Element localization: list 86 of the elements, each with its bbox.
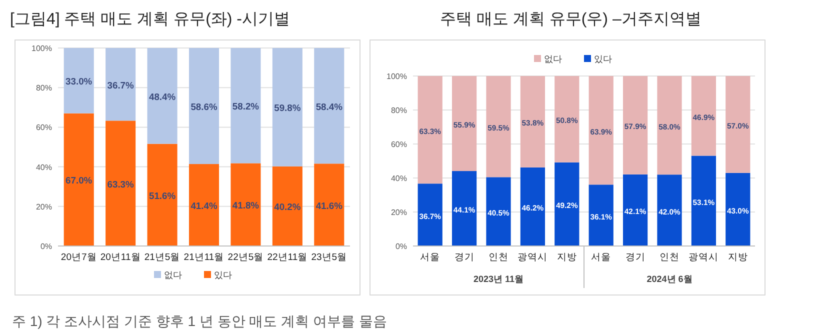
x-tick-label: 광역시 — [688, 252, 719, 263]
bar — [188, 48, 220, 164]
data-label: 58.4% — [316, 102, 344, 112]
bar — [691, 76, 716, 156]
bar — [314, 48, 344, 164]
bar — [147, 48, 178, 144]
bar — [272, 166, 302, 246]
x-tick-label: 서울 — [420, 252, 440, 263]
chart-title: [그림4] 주택 매도 계획 유무(좌) -시기별 — [10, 11, 290, 28]
y-tick-label: 40% — [390, 174, 407, 183]
data-label: 41.4% — [190, 201, 218, 212]
data-label: 41.6% — [316, 200, 344, 211]
bar — [314, 164, 344, 246]
bar — [188, 164, 220, 246]
x-tick-label: 광역시 — [518, 252, 548, 263]
bar — [418, 76, 442, 184]
data-label: 58.6% — [190, 102, 218, 112]
bar — [520, 76, 546, 168]
data-label: 41.8% — [232, 200, 260, 211]
x-tick-label: 20년7월 — [60, 252, 97, 263]
bar — [486, 177, 511, 246]
data-label: 51.6% — [148, 190, 176, 201]
bar — [452, 76, 477, 172]
x-tick-label: 23년5월 — [311, 252, 348, 263]
legend-label: 있다 — [594, 54, 612, 64]
data-label: 40.2% — [274, 202, 302, 212]
chart-title: 주택 매도 계획 유무(우) –거주지역별 — [440, 11, 702, 28]
y-tick-label: 0% — [40, 242, 52, 251]
bar — [588, 184, 614, 246]
x-tick-label: 21년5월 — [144, 252, 180, 263]
bar — [622, 76, 648, 174]
bar — [230, 163, 261, 246]
bar — [657, 76, 682, 175]
data-label: 63.3% — [107, 179, 135, 190]
x-tick-label: 20년11월 — [100, 252, 141, 263]
bar — [554, 76, 580, 162]
x-tick-label: 서울 — [591, 252, 612, 263]
x-tick-label: 21년11월 — [184, 252, 224, 263]
bar — [657, 174, 682, 246]
y-tick-label: 80% — [36, 84, 52, 93]
y-tick-label: 100% — [32, 44, 52, 53]
y-tick-label: 20% — [390, 208, 407, 217]
y-tick-label: 0% — [395, 242, 407, 251]
bar — [147, 144, 178, 246]
x-tick-label: 경기 — [454, 252, 474, 263]
y-tick-label: 60% — [390, 140, 407, 149]
legend-label: 있다 — [214, 270, 232, 280]
bar — [230, 48, 261, 164]
data-label: 33.0% — [66, 76, 93, 87]
text: 2024년 6월 — [646, 274, 692, 284]
y-tick-label: 40% — [36, 162, 52, 172]
y-tick-label: 80% — [390, 106, 407, 115]
bar — [520, 167, 546, 246]
bar — [554, 162, 580, 246]
data-label: 48.4% — [148, 92, 176, 102]
y-tick-label: 60% — [36, 123, 52, 132]
data-label: 36.7% — [107, 80, 135, 90]
legend-label: 없다 — [544, 54, 562, 64]
x-tick-label: 인천 — [660, 252, 680, 263]
data-label: 67.0% — [66, 176, 93, 186]
x-tick-label: 인천 — [488, 252, 508, 263]
data-label: 58.2% — [232, 102, 260, 112]
x-tick-label: 지방 — [728, 252, 748, 263]
text: 주 1) 각 조사시점 기준 향후 1 년 동안 매도 계획 여부를 물음 — [12, 313, 387, 329]
y-tick-label: 20% — [36, 202, 52, 212]
bar — [622, 174, 648, 246]
bar — [726, 76, 750, 173]
bar — [272, 48, 302, 166]
x-tick-label: 22년11월 — [267, 252, 308, 263]
legend-label: 없다 — [164, 270, 182, 280]
bar — [64, 48, 94, 114]
bar — [106, 120, 136, 246]
bar — [588, 76, 614, 185]
y-tick-label: 100% — [386, 72, 407, 81]
bar — [418, 184, 442, 246]
data-label: 59.8% — [274, 103, 302, 114]
bar — [691, 156, 716, 246]
x-tick-label: 지방 — [556, 252, 577, 263]
bar — [64, 113, 94, 246]
bar — [486, 76, 511, 178]
x-tick-label: 경기 — [625, 252, 646, 263]
bar — [452, 171, 477, 246]
text: 2023년 11월 — [473, 274, 524, 284]
x-tick-label: 22년5월 — [228, 252, 264, 263]
bar — [106, 48, 136, 121]
bar — [726, 172, 750, 246]
